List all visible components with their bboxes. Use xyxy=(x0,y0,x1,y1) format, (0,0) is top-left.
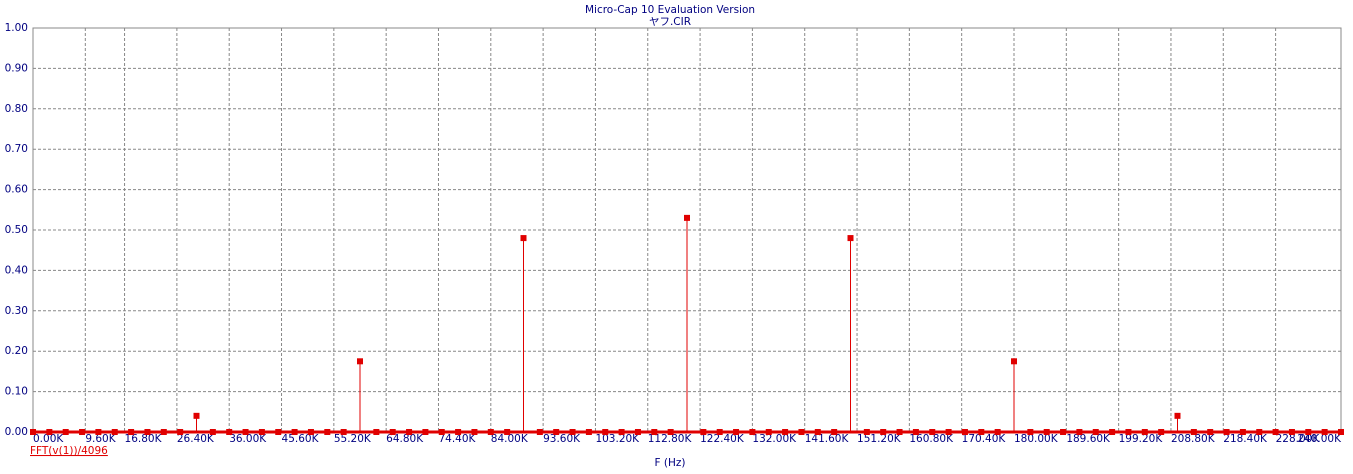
point-marker xyxy=(357,358,363,365)
x-tick-label: 160.80K xyxy=(909,433,954,445)
point-marker xyxy=(847,235,854,242)
x-tick-label: 151.20K xyxy=(857,433,902,445)
y-tick-label: 0.00 xyxy=(5,426,28,438)
x-tick-label: 122.40K xyxy=(700,433,745,445)
y-tick-label: 0.10 xyxy=(5,386,28,398)
y-tick-label: 0.80 xyxy=(5,103,28,115)
point-marker xyxy=(193,412,200,419)
point-marker xyxy=(684,214,690,221)
x-tick-label: 55.20K xyxy=(334,433,372,445)
x-tick-label: 64.80K xyxy=(386,433,424,445)
y-tick-label: 1.00 xyxy=(5,22,28,34)
x-tick-label: 36.00K xyxy=(229,433,267,445)
x-tick-label: 132.00K xyxy=(752,433,797,445)
x-tick-label: 16.80K xyxy=(125,433,163,445)
x-tick-label: 240.00K xyxy=(1297,433,1342,445)
chart-subtitle: ヤフ.CIR xyxy=(649,16,691,28)
x-tick-label: 218.40K xyxy=(1223,433,1268,445)
x-tick-label: 103.20K xyxy=(595,433,640,445)
x-tick-label: 93.60K xyxy=(543,433,581,445)
x-tick-label: 189.60K xyxy=(1066,433,1111,445)
y-tick-label: 0.60 xyxy=(5,184,28,196)
point-marker xyxy=(1011,358,1017,365)
point-marker xyxy=(520,235,527,242)
x-tick-label: 141.60K xyxy=(805,433,850,445)
x-tick-label: 84.00K xyxy=(491,433,529,445)
x-tick-label: 9.60K xyxy=(85,433,116,445)
y-tick-label: 0.30 xyxy=(5,305,28,317)
y-tick-label: 0.50 xyxy=(5,224,28,236)
x-tick-label: 74.40K xyxy=(438,433,476,445)
x-tick-label: 26.40K xyxy=(177,433,215,445)
y-tick-label: 0.20 xyxy=(5,345,28,357)
x-tick-label: 45.60K xyxy=(282,433,320,445)
x-axis-label: F (Hz) xyxy=(655,457,686,469)
y-tick-label: 0.40 xyxy=(5,264,28,276)
x-tick-label: 112.80K xyxy=(648,433,693,445)
x-tick-label: 170.40K xyxy=(962,433,1007,445)
x-tick-label: 180.00K xyxy=(1014,433,1059,445)
y-tick-label: 0.70 xyxy=(5,143,28,155)
x-tick-label: 199.20K xyxy=(1119,433,1164,445)
x-tick-label: 0.00K xyxy=(33,433,64,445)
x-tick-label: 208.80K xyxy=(1171,433,1216,445)
legend-entry[interactable]: FFT(v(1))/4096 xyxy=(30,445,108,457)
y-tick-label: 0.90 xyxy=(5,62,28,74)
x-tick-label: 228.00K xyxy=(1276,433,1321,445)
chart-title: Micro-Cap 10 Evaluation Version xyxy=(585,4,755,16)
point-marker xyxy=(1174,412,1181,419)
